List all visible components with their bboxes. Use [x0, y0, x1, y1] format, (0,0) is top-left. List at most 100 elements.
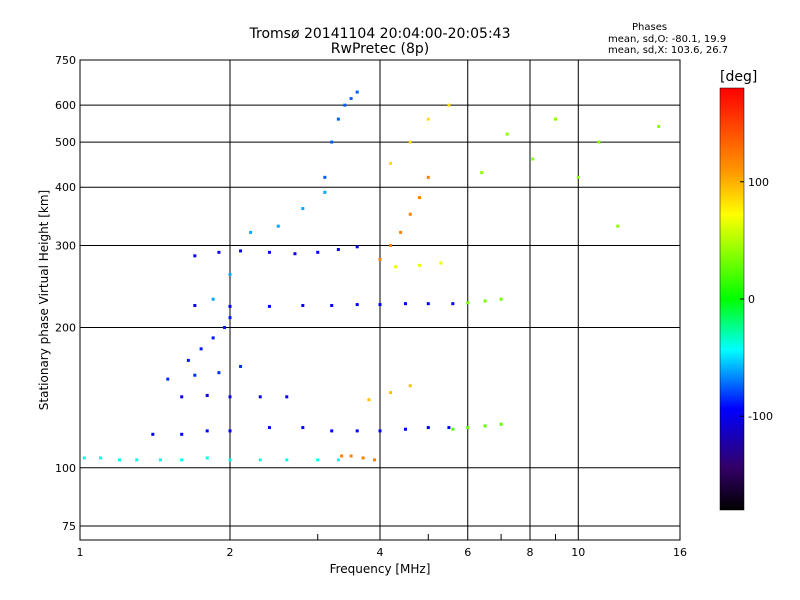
data-point	[285, 395, 289, 399]
data-point	[403, 427, 407, 431]
x-tick-label: 4	[377, 546, 384, 559]
colorbar-tick-label: 100	[748, 176, 769, 189]
data-point	[180, 395, 184, 399]
data-point	[389, 391, 393, 395]
colorbar-label: [deg]	[720, 69, 758, 85]
y-tick-label: 500	[55, 136, 76, 149]
data-point	[249, 230, 253, 234]
data-point	[399, 230, 403, 234]
data-point	[576, 175, 580, 179]
data-point	[505, 132, 509, 136]
data-point	[239, 249, 243, 253]
data-point	[267, 304, 271, 308]
x-tick-labels: 1 2 4 6 8 10 16	[77, 546, 688, 559]
grid-lines	[80, 60, 680, 540]
x-axis-label: Frequency [MHz]	[329, 562, 431, 576]
data-point	[166, 377, 170, 381]
data-point	[378, 257, 382, 261]
data-point	[205, 429, 209, 433]
colorbar-tick-label: 0	[748, 293, 755, 306]
data-point	[186, 358, 190, 362]
data-point	[531, 157, 535, 161]
data-point	[223, 326, 227, 330]
data-point	[180, 432, 184, 436]
data-point	[355, 245, 359, 249]
phase-box-x-stats: mean, sd,X: 103.6, 26.7	[608, 45, 729, 56]
data-point	[285, 458, 289, 462]
data-point	[378, 303, 382, 307]
phase-box-o-stats: mean, sd,O: -80.1, 19.9	[608, 34, 727, 45]
data-point	[355, 90, 359, 94]
data-point	[447, 426, 451, 430]
y-tick-label: 750	[55, 54, 76, 67]
data-point	[158, 458, 162, 462]
data-point	[228, 429, 232, 433]
data-point	[193, 254, 197, 258]
data-point	[389, 243, 393, 247]
data-point	[228, 395, 232, 399]
x-tick-label: 10	[571, 546, 585, 559]
data-point	[336, 117, 340, 121]
y-tick-label: 75	[62, 520, 76, 533]
data-point	[205, 456, 209, 460]
data-point	[426, 302, 430, 306]
chart-subtitle: RwPretec (8p)	[330, 41, 430, 57]
data-point	[99, 456, 103, 460]
data-point	[205, 393, 209, 397]
x-tick-label: 2	[227, 546, 234, 559]
data-point	[323, 190, 327, 194]
data-point	[597, 140, 601, 144]
data-point	[316, 458, 320, 462]
data-point	[408, 212, 412, 216]
data-point	[193, 303, 197, 307]
data-point	[330, 140, 334, 144]
data-point	[135, 458, 139, 462]
data-point	[267, 250, 271, 254]
data-point	[378, 429, 382, 433]
data-point	[228, 458, 232, 462]
data-point	[451, 427, 455, 431]
colorbar-tick-label: -100	[748, 410, 773, 423]
data-point	[408, 384, 412, 388]
data-point	[276, 224, 280, 228]
data-point	[389, 161, 393, 165]
data-point	[258, 395, 262, 399]
data-point	[394, 265, 398, 269]
data-point	[373, 458, 377, 462]
y-tick-label: 300	[55, 239, 76, 252]
data-point	[343, 103, 347, 107]
data-point	[228, 304, 232, 308]
data-point	[361, 456, 365, 460]
x-tick-label: 6	[464, 546, 471, 559]
data-point	[217, 250, 221, 254]
x-tick-label: 8	[527, 546, 534, 559]
data-point	[367, 398, 371, 402]
data-point	[211, 297, 215, 301]
data-point	[451, 302, 455, 306]
data-point	[336, 248, 340, 252]
data-point	[336, 458, 340, 462]
y-tick-label: 600	[55, 99, 76, 112]
data-point	[199, 347, 203, 351]
data-point	[499, 297, 503, 301]
data-point	[417, 196, 421, 200]
data-point	[323, 175, 327, 179]
data-point	[228, 272, 232, 276]
data-point	[466, 426, 470, 430]
data-point	[180, 458, 184, 462]
y-tick-label: 100	[55, 462, 76, 475]
y-tick-label: 400	[55, 181, 76, 194]
y-tick-label: 200	[55, 322, 76, 335]
data-point	[480, 171, 484, 175]
data-point	[193, 373, 197, 377]
y-tick-labels: 75 100 200 300 400 500 600 750	[55, 54, 76, 533]
data-point	[447, 103, 451, 107]
data-point	[483, 299, 487, 303]
data-point	[228, 316, 232, 320]
data-point	[553, 117, 557, 121]
data-point	[499, 422, 503, 426]
data-point	[439, 261, 443, 265]
data-point	[293, 252, 297, 256]
data-point	[340, 454, 344, 458]
